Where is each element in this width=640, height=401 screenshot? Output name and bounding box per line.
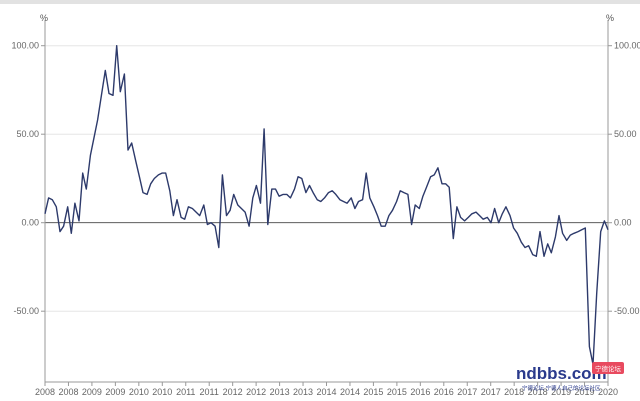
gridlines (45, 45, 608, 312)
x-tick-label: 2013 (293, 387, 313, 397)
top-border (0, 0, 640, 4)
series-line (44, 45, 609, 365)
x-tick-label: 2020 (598, 387, 618, 397)
x-tick-label: 2012 (223, 387, 243, 397)
watermark-subtext: 宁德论坛 宁德人自己的论坛社区 (522, 386, 601, 392)
x-tick-label: 2008 (58, 387, 78, 397)
y-tick-label: 50.00 (16, 129, 39, 139)
watermark-logo: ndbbs.com 宁德论坛 宁德人自己的论坛社区 宁德论坛 (512, 362, 630, 396)
y-axis-left-unit: % (40, 13, 48, 23)
y-axis-right-ticks: 100.00 50.00 0.00 -50.00 (608, 41, 640, 316)
x-tick-label: 2010 (152, 387, 172, 397)
x-tick-label: 2009 (105, 387, 125, 397)
x-tick-label: 2013 (270, 387, 290, 397)
y-tick-label: 100.00 (11, 41, 39, 51)
y-axis-right-unit: % (606, 13, 614, 23)
x-tick-label: 2018 (504, 387, 524, 397)
x-tick-label: 2019 (575, 387, 595, 397)
y2-tick-label: 50.00 (614, 129, 637, 139)
x-tick-label: 2018 (528, 387, 548, 397)
y2-tick-label: 0.00 (614, 218, 632, 228)
series-group (44, 45, 609, 365)
x-tick-label: 2019 (551, 387, 571, 397)
x-tick-label: 2009 (82, 387, 102, 397)
x-tick-label: 2008 (35, 387, 55, 397)
x-tick-label: 2017 (481, 387, 501, 397)
x-tick-label: 2011 (176, 387, 195, 397)
x-tick-label: 2016 (434, 387, 454, 397)
watermark-text: ndbbs.com (516, 364, 607, 383)
x-tick-label: 2015 (387, 387, 407, 397)
x-axis-ticks: 2008 2008 2009 2009 2010 2010 2011 2011 2012 2012… (35, 382, 618, 397)
x-tick-label: 2014 (340, 387, 360, 397)
y2-tick-label: -50.00 (614, 306, 640, 316)
y-tick-label: 0.00 (21, 218, 39, 228)
y-tick-label: -50.00 (13, 306, 39, 316)
x-tick-label: 2015 (363, 387, 383, 397)
x-tick-label: 2014 (316, 387, 336, 397)
x-tick-label: 2017 (457, 387, 477, 397)
axes (44, 20, 609, 383)
x-tick-label: 2011 (200, 387, 219, 397)
y2-tick-label: 100.00 (614, 41, 640, 51)
x-tick-label: 2012 (246, 387, 266, 397)
watermark-tag: 宁德论坛 (592, 362, 624, 374)
x-tick-label: 2016 (410, 387, 430, 397)
x-tick-label: 2010 (129, 387, 149, 397)
y-axis-left-ticks: 100.00 50.00 0.00 -50.00 (11, 41, 45, 316)
